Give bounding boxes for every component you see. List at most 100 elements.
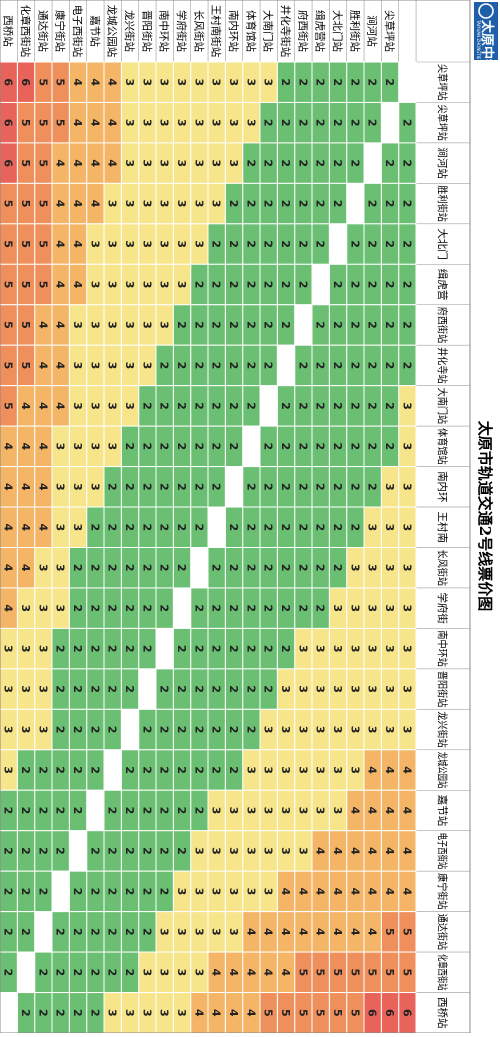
fare-value: 2 (192, 645, 205, 653)
fare-value: 3 (331, 604, 344, 612)
fare-value: 2 (19, 766, 32, 774)
fare-value: 4 (71, 78, 84, 86)
fare-value: 4 (296, 928, 309, 936)
fare-value: 4 (366, 888, 379, 896)
fare-value: 3 (348, 685, 361, 693)
fare-value: 3 (36, 685, 49, 693)
fare-value: 3 (296, 685, 309, 693)
fare-value: 2 (123, 888, 136, 896)
fare-value: 2 (158, 685, 171, 693)
fare-value: 3 (88, 443, 101, 451)
column-header: 嘉节站 (436, 795, 449, 827)
fare-value: 3 (2, 726, 15, 734)
fare-value: 3 (106, 240, 119, 248)
logo-bg (474, 2, 498, 60)
fare-value: 2 (123, 968, 136, 976)
fare-value: 2 (314, 523, 327, 531)
fare-value: 2 (175, 321, 188, 329)
fare-value: 3 (123, 362, 136, 370)
row-header: 尖草坪站 (383, 10, 396, 52)
fare-value: 2 (158, 847, 171, 855)
fare-value: 2 (400, 200, 413, 208)
fare-value: 3 (192, 968, 205, 976)
fare-value: 4 (19, 564, 32, 572)
fare-value: 3 (123, 402, 136, 410)
fare-value: 3 (296, 645, 309, 653)
fare-value: 4 (314, 928, 327, 936)
fare-value: 2 (88, 1009, 101, 1017)
fare-value: 5 (348, 1009, 361, 1017)
fare-value: 3 (106, 443, 119, 451)
fare-value: 2 (262, 645, 275, 653)
fare-cell (346, 182, 365, 225)
fare-value: 2 (210, 443, 223, 451)
logo: 太原中铁 TAIYUAN ZHONGTIE (474, 2, 498, 72)
fare-value: 3 (88, 240, 101, 248)
fare-value: 3 (314, 685, 327, 693)
fare-value: 2 (244, 240, 257, 248)
fare-value: 4 (2, 483, 15, 491)
fare-value: 2 (244, 200, 257, 208)
fare-value: 2 (36, 888, 49, 896)
fare-value: 2 (158, 362, 171, 370)
fare-value: 4 (106, 119, 119, 127)
fare-value: 2 (123, 443, 136, 451)
fare-value: 2 (210, 321, 223, 329)
fare-value: 4 (262, 968, 275, 976)
fare-value: 3 (36, 726, 49, 734)
fare-value: 6 (19, 78, 32, 86)
fare-value: 2 (192, 685, 205, 693)
fare-value: 2 (210, 685, 223, 693)
fare-value: 3 (158, 240, 171, 248)
fare-value: 2 (54, 968, 67, 976)
fare-value: 3 (54, 443, 67, 451)
fare-value: 2 (244, 645, 257, 653)
fare-value: 2 (175, 523, 188, 531)
fare-value: 3 (227, 807, 240, 815)
fare-value: 2 (244, 321, 257, 329)
fare-value: 4 (54, 362, 67, 370)
fare-value: 2 (71, 604, 84, 612)
fare-value: 5 (19, 362, 32, 370)
fare-value: 4 (54, 281, 67, 289)
fare-value: 2 (314, 200, 327, 208)
fare-value: 3 (244, 766, 257, 774)
fare-cell (224, 466, 244, 508)
fare-value: 5 (383, 928, 396, 936)
fare-value: 2 (262, 685, 275, 693)
column-header: 胜利街站 (436, 185, 449, 222)
railway-logo-icon (478, 3, 494, 19)
fare-value: 4 (19, 483, 32, 491)
fare-value: 3 (71, 321, 84, 329)
fare-value: 2 (54, 928, 67, 936)
fare-value: 2 (88, 685, 101, 693)
fare-value: 2 (210, 362, 223, 370)
fare-value: 2 (192, 321, 205, 329)
fare-value: 2 (192, 604, 205, 612)
fare-cell (259, 385, 278, 427)
fare-value: 2 (2, 968, 15, 976)
fare-value: 2 (279, 321, 292, 329)
fare-value: 5 (400, 968, 413, 976)
fare-value: 2 (158, 888, 171, 896)
fare-value: 2 (279, 483, 292, 491)
fare-value: 3 (227, 928, 240, 936)
fare-value: 5 (36, 119, 49, 127)
fare-value: 3 (383, 685, 396, 693)
fare-value: 2 (106, 807, 119, 815)
fare-value: 2 (227, 362, 240, 370)
fare-value: 3 (54, 564, 67, 572)
fare-value: 2 (71, 645, 84, 653)
fare-cell (380, 101, 400, 144)
fare-value: 2 (2, 847, 15, 855)
fare-value: 3 (36, 645, 49, 653)
fare-value: 2 (348, 523, 361, 531)
fare-value: 2 (192, 281, 205, 289)
fare-value: 2 (175, 766, 188, 774)
column-header: 化章西街站 (436, 954, 449, 991)
fare-value: 2 (54, 685, 67, 693)
fare-value: 3 (383, 726, 396, 734)
fare-value: 2 (210, 240, 223, 248)
column-header: 长风街站 (436, 549, 449, 586)
fare-value: 3 (88, 483, 101, 491)
